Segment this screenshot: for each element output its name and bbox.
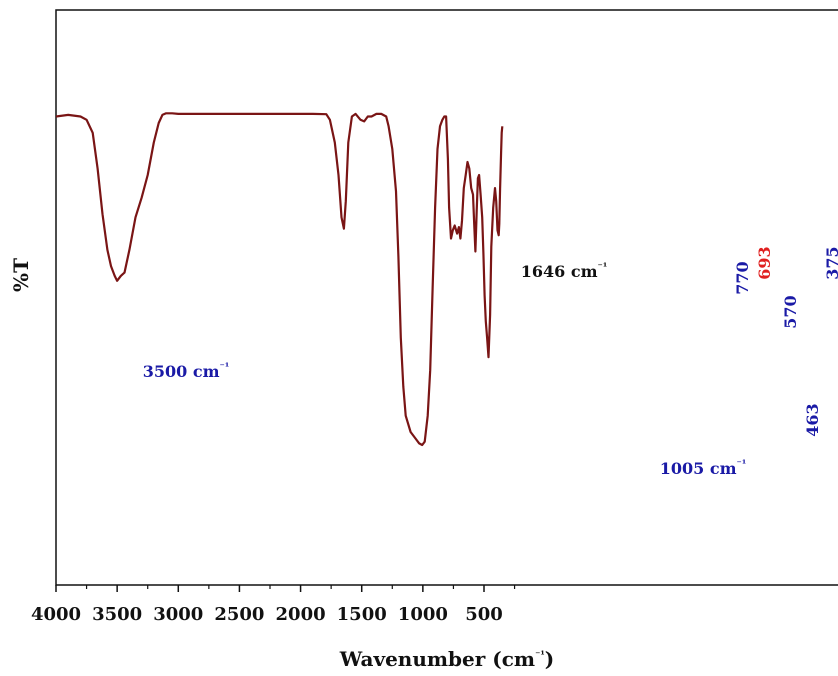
peak-label-770: 770 — [733, 261, 752, 294]
x-tick-label: 3000 — [153, 604, 203, 625]
x-tick-label: 500 — [465, 604, 503, 625]
x-tick-label: 3500 — [92, 604, 142, 625]
x-tick-label: 2000 — [276, 604, 326, 625]
x-tick-label: 1000 — [398, 604, 448, 625]
y-axis-title: %T — [9, 258, 33, 292]
peak-label-3500: 3500 cm⁻¹ — [143, 362, 229, 381]
spectrum-line — [56, 112, 504, 447]
x-tick-label: 1500 — [337, 604, 387, 625]
peak-label-1005: 1005 cm⁻¹ — [660, 459, 746, 478]
x-tick-label: 4000 — [31, 604, 81, 625]
peak-label-375: 375 — [823, 246, 838, 279]
peak-label-693: 693 — [755, 246, 774, 279]
peak-label-570: 570 — [781, 295, 800, 328]
plot-frame — [55, 9, 838, 586]
x-axis-title: Wavenumber (cm⁻¹) — [339, 647, 554, 671]
x-tick-label: 2500 — [214, 604, 264, 625]
peak-label-463: 463 — [803, 403, 822, 436]
peak-label-1646: 1646 cm⁻¹ — [521, 262, 607, 281]
